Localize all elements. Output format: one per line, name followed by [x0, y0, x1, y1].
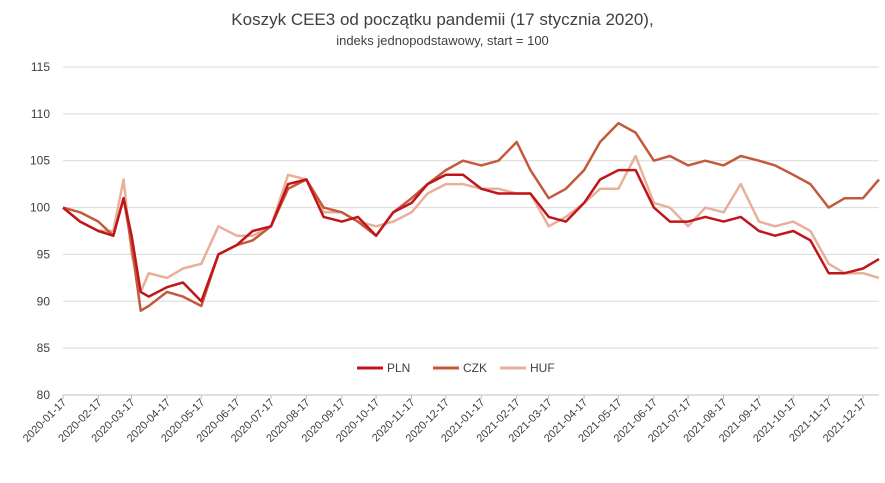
- y-tick-label: 115: [31, 60, 50, 74]
- series-line-czk: [62, 121, 880, 312]
- series-lines: [62, 121, 880, 312]
- y-tick-label: 100: [30, 201, 50, 215]
- legend-label-czk: CZK: [463, 361, 487, 375]
- x-axis: 2020-01-172020-02-172020-03-172020-04-17…: [21, 394, 879, 445]
- gridlines: [63, 66, 879, 396]
- y-axis-ticks: 80 85 90 95 100 105 110 115: [30, 60, 50, 402]
- legend-label-huf: HUF: [530, 361, 555, 375]
- series-line-pln: [62, 168, 880, 303]
- y-tick-label: 105: [30, 154, 50, 168]
- legend-label-pln: PLN: [387, 361, 410, 375]
- chart-title: Koszyk CEE3 od początku pandemii (17 sty…: [231, 10, 654, 29]
- y-tick-label: 90: [37, 294, 51, 308]
- series-line-huf: [62, 154, 880, 294]
- chart-subtitle: indeks jednopodstawowy, start = 100: [336, 33, 549, 48]
- legend: PLN CZK HUF: [357, 361, 555, 375]
- y-tick-label: 110: [31, 107, 50, 121]
- y-tick-label: 85: [37, 341, 51, 355]
- y-tick-label: 80: [37, 388, 51, 402]
- y-tick-label: 95: [37, 247, 51, 261]
